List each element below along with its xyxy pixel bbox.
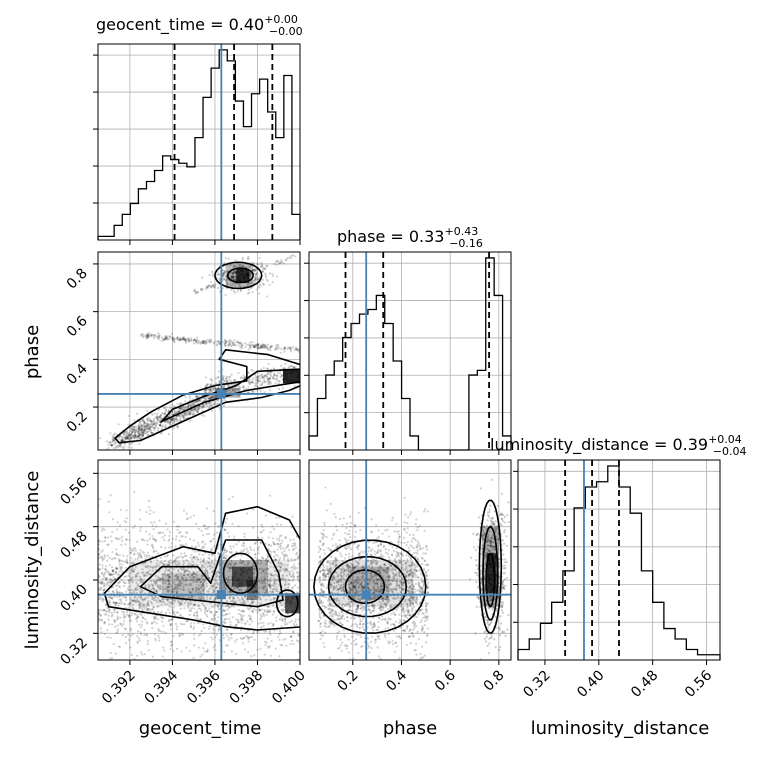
panel-geocent-time-vs-phase bbox=[93, 251, 301, 455]
density-geocent-time-vs-luminosity-distance bbox=[129, 560, 300, 614]
panel-border-geocent-time-vs-phase bbox=[97, 251, 301, 451]
panels-layer bbox=[93, 43, 721, 665]
xlabel-phase: phase bbox=[383, 718, 437, 739]
contour-phase-vs-luminosity-distance-3 bbox=[344, 569, 386, 604]
xtick-label-phase-3: 0.8 bbox=[481, 668, 508, 695]
ytick-label-phase-1: 0.4 bbox=[64, 361, 91, 388]
contour-geocent-time-vs-luminosity-distance-2 bbox=[139, 539, 284, 608]
xtick-label-luminosity-distance-0: 0.32 bbox=[520, 668, 553, 701]
truth-marker-phase-vs-luminosity-distance bbox=[361, 590, 371, 600]
contour-geocent-time-vs-phase-2 bbox=[226, 267, 254, 284]
panel-border-phase-vs-luminosity-distance bbox=[308, 459, 512, 661]
ytick-label-phase-0: 0.2 bbox=[64, 409, 91, 436]
contour-phase-vs-luminosity-distance-6 bbox=[485, 552, 496, 608]
contour-phase-vs-luminosity-distance-4 bbox=[478, 499, 503, 634]
panel-bg-geocent-time-vs-phase bbox=[98, 252, 300, 450]
ytick-label-luminosity-distance-3: 0.56 bbox=[57, 475, 90, 508]
truth-marker-geocent-time-vs-luminosity-distance bbox=[216, 590, 226, 600]
panel-geocent-time-vs-luminosity-distance bbox=[93, 459, 301, 665]
xtick-label-luminosity-distance-1: 0.40 bbox=[574, 668, 607, 701]
contour-geocent-time-vs-luminosity-distance-3 bbox=[222, 552, 259, 595]
title-luminosity-distance: luminosity_distance = 0.39+0.04 −0.04 bbox=[490, 433, 747, 458]
ytick-label-phase-3: 0.8 bbox=[64, 265, 91, 292]
xtick-label-geocent-time-0: 0.392 bbox=[99, 668, 139, 708]
truth-marker-geocent-time-vs-phase bbox=[216, 389, 226, 399]
panel-hist-luminosity-distance bbox=[513, 459, 721, 665]
xtick-label-phase-1: 0.4 bbox=[383, 667, 410, 694]
panel-phase-vs-luminosity-distance bbox=[308, 459, 512, 665]
title-geocent-time: geocent_time = 0.40+0.00 −0.00 bbox=[96, 13, 303, 38]
panel-border-hist-phase bbox=[308, 251, 512, 451]
panel-bg-hist-geocent-time bbox=[98, 44, 300, 240]
ylabel-luminosity-distance: luminosity_distance bbox=[22, 471, 43, 650]
contour-phase-vs-luminosity-distance-5 bbox=[482, 526, 499, 621]
panel-bg-geocent-time-vs-luminosity-distance bbox=[98, 460, 300, 660]
contour-phase-vs-luminosity-distance-2 bbox=[327, 556, 408, 618]
xtick-label-luminosity-distance-3: 0.56 bbox=[682, 667, 715, 700]
xtick-label-geocent-time-3: 0.398 bbox=[227, 668, 267, 708]
xlabel-geocent-time: geocent_time bbox=[139, 718, 262, 739]
ytick-label-luminosity-distance-0: 0.32 bbox=[57, 635, 90, 668]
ytick-label-luminosity-distance-1: 0.40 bbox=[57, 582, 90, 615]
xtick-label-phase-2: 0.6 bbox=[432, 667, 459, 694]
panel-border-hist-geocent-time bbox=[97, 43, 301, 241]
contour-phase-vs-luminosity-distance-1 bbox=[313, 539, 427, 634]
panel-border-geocent-time-vs-luminosity-distance bbox=[97, 459, 301, 661]
panel-border-hist-luminosity-distance bbox=[517, 459, 721, 661]
histogram-phase bbox=[308, 257, 512, 451]
ytick-label-phase-2: 0.6 bbox=[64, 313, 91, 340]
contour-geocent-time-vs-luminosity-distance-4 bbox=[275, 589, 299, 618]
panel-hist-phase bbox=[304, 251, 512, 455]
contour-geocent-time-vs-phase-1 bbox=[214, 261, 263, 290]
histogram-geocent-time bbox=[97, 49, 301, 240]
contour-geocent-time-vs-luminosity-distance-1 bbox=[103, 505, 300, 631]
titles-layer: geocent_time = 0.40+0.00 −0.00 phase = 0.… bbox=[96, 13, 747, 458]
xtick-label-phase-0: 0.2 bbox=[335, 668, 362, 695]
plot-area-geocent-time-vs-phase bbox=[99, 254, 300, 450]
contour-geocent-time-vs-phase-3 bbox=[114, 349, 300, 444]
plot-area-geocent-time-vs-luminosity-distance bbox=[98, 490, 300, 660]
axis-labels-layer: geocent_time phase luminosity_distance p… bbox=[22, 325, 709, 739]
xtick-label-geocent-time-1: 0.394 bbox=[142, 667, 182, 707]
xtick-label-geocent-time-2: 0.396 bbox=[184, 667, 224, 707]
ytick-label-luminosity-distance-2: 0.48 bbox=[57, 528, 90, 561]
xlabel-luminosity-distance: luminosity_distance bbox=[531, 718, 710, 739]
panel-hist-geocent-time bbox=[93, 43, 301, 245]
xtick-label-geocent-time-4: 0.400 bbox=[269, 668, 309, 708]
title-phase: phase = 0.33+0.43 −0.16 bbox=[337, 225, 483, 250]
ylabel-phase: phase bbox=[22, 325, 43, 379]
xtick-label-luminosity-distance-2: 0.48 bbox=[628, 668, 661, 701]
